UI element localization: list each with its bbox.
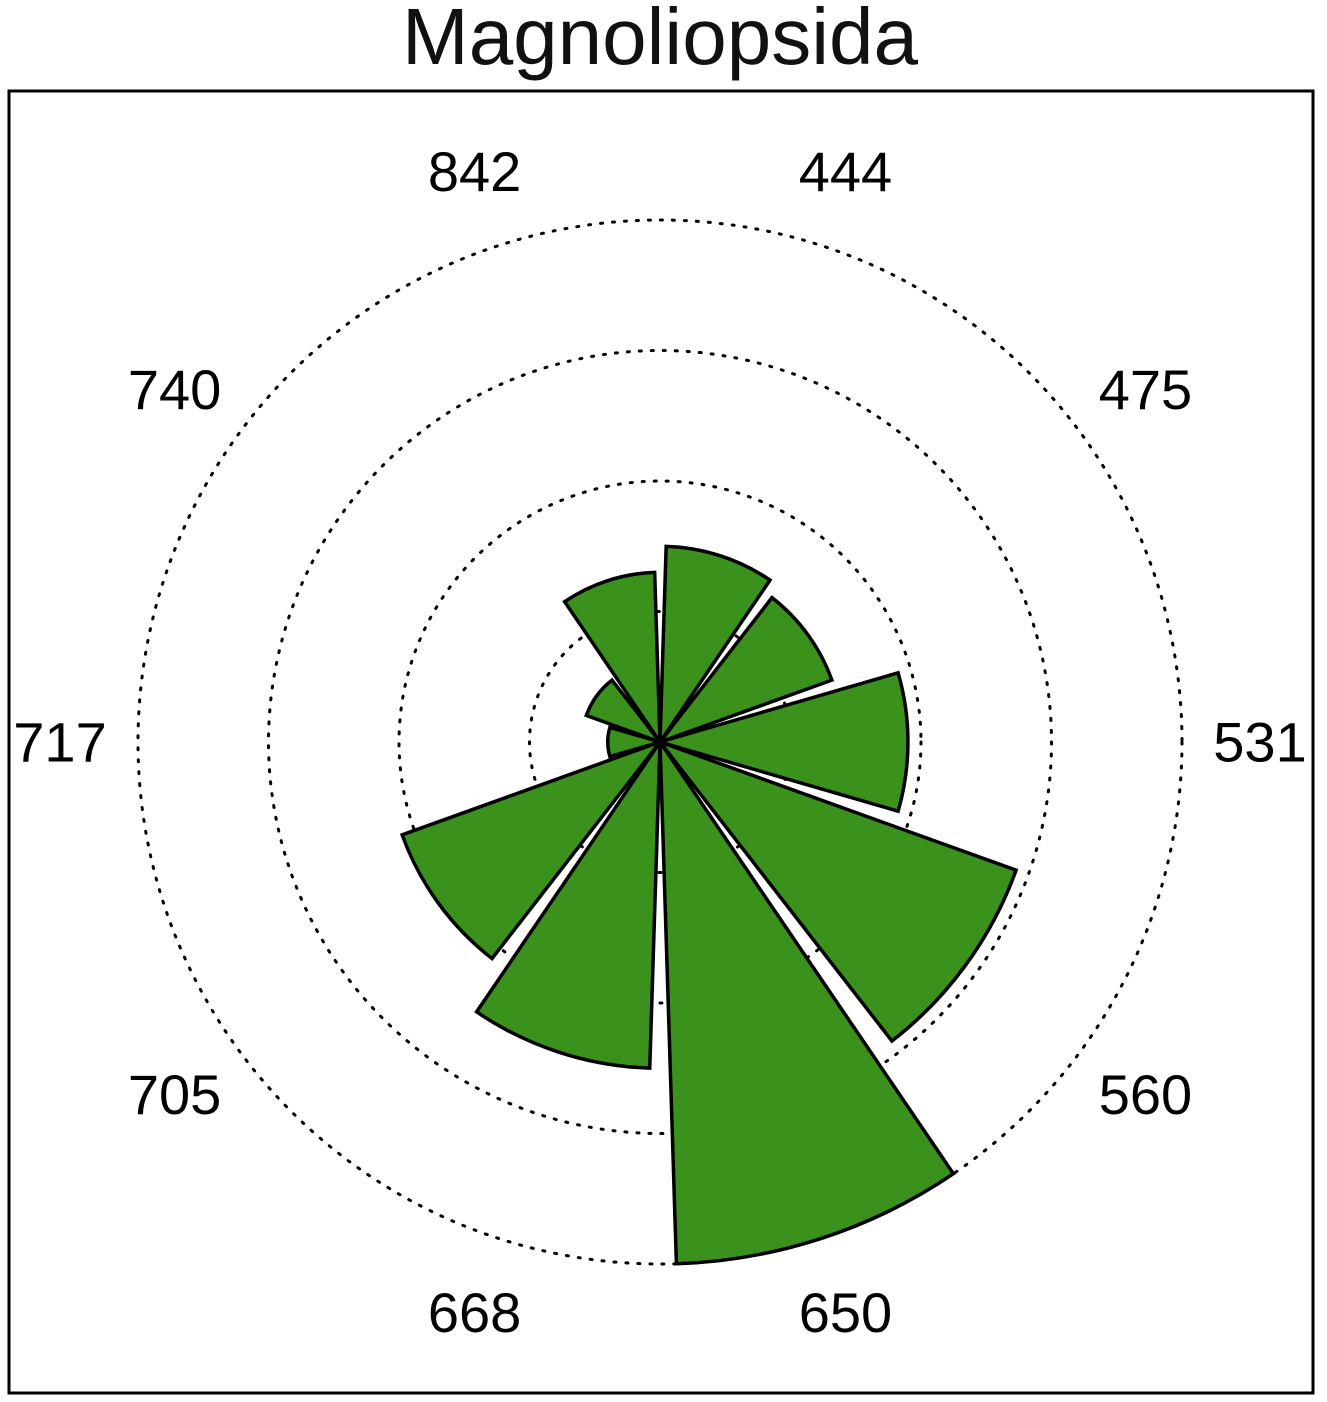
bar-475	[654, 595, 835, 746]
sector-label-475: 475	[1099, 358, 1192, 421]
bar-717	[606, 725, 667, 759]
grid-ring	[267, 349, 1053, 1135]
bar-560	[654, 738, 1019, 1044]
sector-label-531: 531	[1213, 711, 1306, 774]
bar-444	[658, 544, 773, 748]
bar-705	[399, 738, 666, 961]
sector-label-650: 650	[799, 1281, 892, 1344]
bar-842	[562, 570, 662, 748]
bars	[399, 544, 1019, 1266]
sector-label-842: 842	[428, 140, 521, 203]
radial-grid	[136, 218, 1184, 1266]
bar-650	[658, 736, 956, 1266]
bar-740	[584, 677, 666, 746]
grid-ring	[397, 479, 923, 1005]
chart-title: Magnoliopsida	[402, 0, 918, 81]
sector-label-740: 740	[128, 358, 221, 421]
sector-label-560: 560	[1099, 1063, 1192, 1126]
sector-label-705: 705	[128, 1063, 221, 1126]
bar-668	[474, 736, 662, 1070]
sector-label-668: 668	[428, 1281, 521, 1344]
grid-ring	[136, 218, 1184, 1266]
bar-531	[653, 670, 910, 814]
sector-label-444: 444	[799, 140, 892, 203]
sector-labels: 444 475 531 560 650 668 705 717 740 842	[13, 140, 1306, 1344]
sector-label-717: 717	[13, 711, 106, 774]
